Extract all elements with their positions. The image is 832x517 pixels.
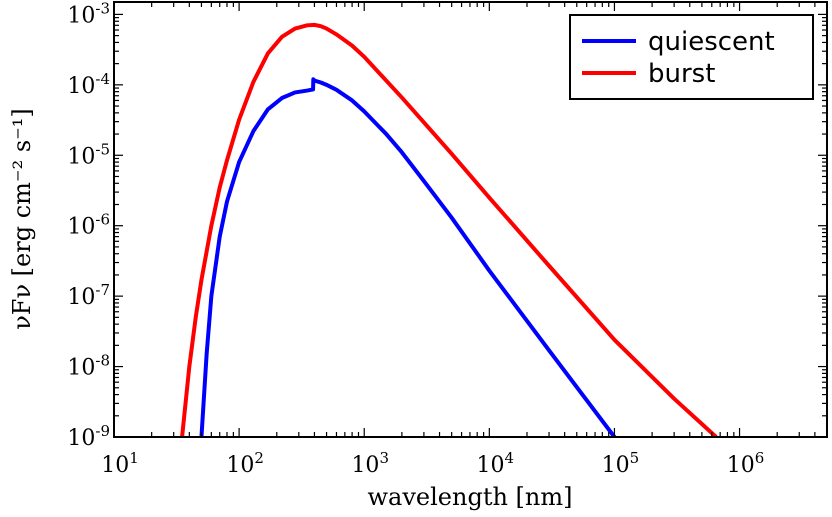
y-tick-label: 10-8 [67,352,110,381]
x-axis-label: wavelength [nm] [368,483,573,511]
x-tick-label: 101 [101,449,139,478]
x-tick-label: 106 [727,449,765,478]
y-tick-label: 10-7 [67,281,110,310]
legend-box [569,14,814,100]
tick-layer [113,2,828,438]
series-line-quiescent [199,77,617,437]
y-tick-label: 10-3 [67,0,110,28]
x-tick-label: 104 [477,449,515,478]
x-tick-label: 105 [602,449,640,478]
y-tick-label: 10-4 [67,70,110,99]
y-tick-label: 10-5 [67,140,110,169]
legend: quiescent burst [569,14,814,100]
x-tick-label: 102 [226,449,264,478]
y-axis-label: νFν [erg cm⁻² s⁻¹] [8,108,36,330]
y-tick-label: 10-6 [67,211,110,240]
tick-label-layer: 101 102 103 104 105 106 10-9 10-8 10-7 10-6 10-5 10… [67,0,764,478]
series-line-burst [180,22,718,437]
y-tick-label: 10-9 [67,422,110,451]
series-layer [180,22,718,437]
legend-label-burst: burst [648,59,715,89]
legend-label-quiescent: quiescent [648,27,775,57]
x-tick-label: 103 [351,449,389,478]
